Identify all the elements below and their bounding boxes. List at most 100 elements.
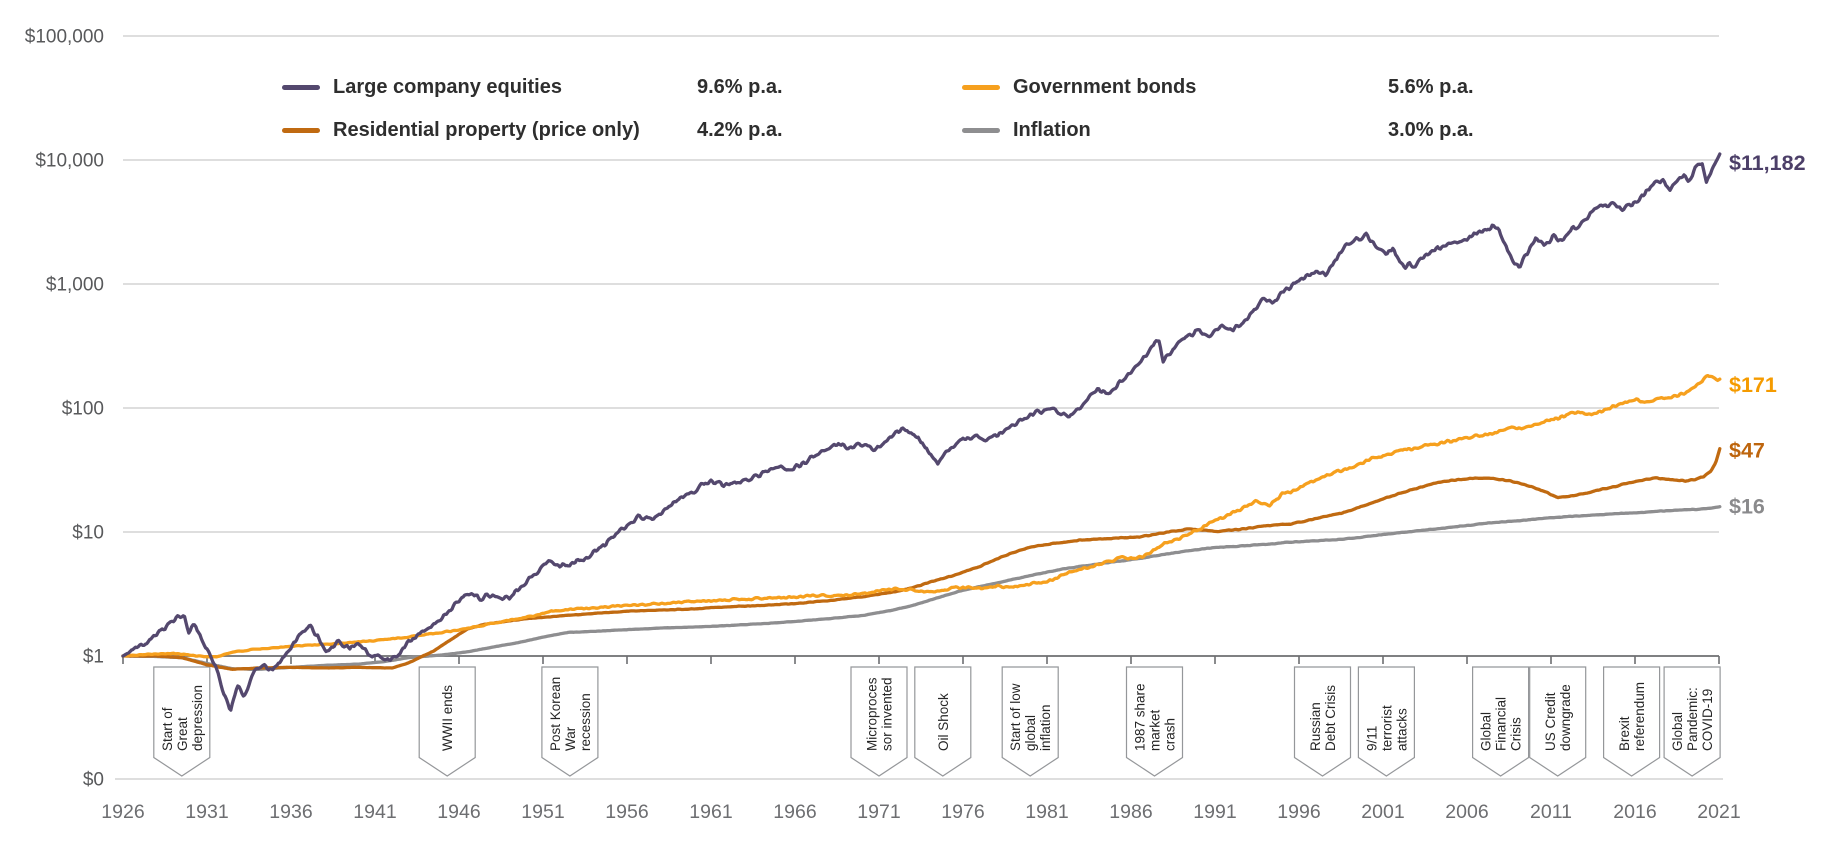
event-flag: 9/11 terrorist attacks (1357, 666, 1415, 777)
event-flag-shape (1603, 666, 1661, 777)
event-flag-shape (1125, 666, 1184, 777)
event-flag-shape (1001, 666, 1059, 777)
series-line-4 (121, 505, 1722, 671)
event-flag-text: War (563, 726, 578, 751)
y-axis-label: $1 (83, 647, 104, 668)
x-axis-label: 1966 (773, 801, 816, 823)
x-axis-label: 1976 (941, 801, 984, 823)
event-flag: Brexit referendum (1603, 666, 1661, 777)
event-flag-text: recession (578, 693, 593, 751)
x-axis-label: 1951 (521, 801, 564, 823)
event-flag-shape (1529, 666, 1587, 777)
x-axis-label: 1926 (101, 801, 144, 823)
series-end-label: $171 (1729, 373, 1777, 397)
y-axis-label: $100,000 (25, 27, 104, 48)
x-axis-label: 2011 (1530, 801, 1572, 823)
series-end-label: $16 (1729, 495, 1765, 519)
legend-swatch-equities-icon (282, 84, 320, 90)
event-flag-shape (541, 666, 599, 777)
x-axis-label: 2001 (1361, 801, 1404, 823)
y-axis-label: $1,000 (46, 275, 104, 296)
event-flag-text: 1987 share (1133, 683, 1148, 751)
series-line-3 (121, 447, 1722, 671)
event-flag-text: Global (1670, 712, 1685, 751)
event-flag-shape (1293, 666, 1352, 777)
series-line-1 (121, 152, 1722, 712)
event-flag-shape (1472, 666, 1530, 777)
event-flag-text: Global (1479, 712, 1494, 751)
event-flag: WWII ends (418, 666, 476, 777)
legend-label: Large company equities (333, 75, 562, 98)
event-flag-text: Great (175, 717, 190, 751)
x-axis-label: 1986 (1109, 801, 1152, 823)
event-flag-text: COVID-19 (1700, 689, 1715, 751)
event-flag-text: Oil Shock (936, 693, 951, 751)
legend-rate: 9.6% p.a. (697, 75, 783, 98)
legend-label: Government bonds (1013, 75, 1197, 98)
legend-label: Residential property (price only) (333, 118, 640, 141)
event-flag-shape (153, 666, 211, 777)
event-flag: Oil Shock (914, 666, 972, 777)
legend-swatch-inflation-icon (962, 127, 1000, 133)
legend-rate: 5.6% p.a. (1388, 75, 1474, 98)
x-axis-label: 1991 (1193, 801, 1236, 823)
event-flag-shape (1357, 666, 1415, 777)
y-axis-label: $100 (62, 399, 104, 420)
event-flag: Global Pandemic: COVID-19 (1663, 666, 1721, 777)
event-flag-text: 9/11 (1364, 726, 1379, 751)
event-flag-text: Russian (1308, 702, 1323, 751)
event-flag-text: attacks (1394, 708, 1409, 751)
x-axis-label: 1946 (437, 801, 480, 823)
series-end-label: $11,182 (1729, 151, 1806, 175)
event-flag-text: inflation (1038, 704, 1053, 751)
x-axis-label: 1956 (605, 801, 648, 823)
event-flag-text: global (1023, 715, 1038, 751)
x-axis-label: 1981 (1025, 801, 1068, 823)
legend-item-government-bonds: Government bonds 5.6% p.a. (962, 74, 1474, 100)
x-axis-label: 1971 (857, 801, 900, 823)
event-flag-text: Financial (1494, 697, 1509, 751)
legend-swatch-property-icon (282, 127, 320, 133)
event-flag-text: downgrade (1558, 684, 1573, 751)
series-line-2 (121, 373, 1722, 659)
event-flag-text: Crisis (1509, 717, 1524, 751)
x-axis-label: 1996 (1277, 801, 1320, 823)
event-flag-text: referendum (1632, 682, 1647, 751)
event-flag: Post Korean War recession (541, 666, 599, 777)
event-flag: 1987 share market crash (1125, 666, 1184, 777)
x-axis-label: 1941 (353, 801, 396, 823)
legend-rate: 3.0% p.a. (1388, 118, 1474, 141)
x-axis-label: 1936 (269, 801, 312, 823)
x-axis-label: 2021 (1697, 801, 1740, 823)
event-flag-shape (850, 666, 908, 777)
event-flag-text: Pandemic: (1685, 687, 1700, 751)
x-axis-label: 2006 (1445, 801, 1488, 823)
legend-swatch-bonds-icon (962, 84, 1000, 90)
x-axis-label: 1961 (689, 801, 732, 823)
event-flag: US Credit downgrade (1529, 666, 1587, 777)
event-flag-text: sor invented (880, 677, 895, 751)
event-flag-text: market (1148, 709, 1163, 751)
y-axis-label: $10 (72, 523, 104, 544)
event-flag: Global Financial Crisis (1472, 666, 1530, 777)
event-flag-text: Start of (160, 707, 175, 751)
event-flag-text: Post Korean (548, 677, 563, 751)
legend-item-inflation: Inflation 3.0% p.a. (962, 117, 1474, 143)
event-flag-text: depression (190, 685, 205, 751)
event-flag-text: crash (1163, 718, 1178, 751)
legend-item-large-company-equities: Large company equities 9.6% p.a. (282, 74, 783, 100)
legend-rate: 4.2% p.a. (697, 118, 783, 141)
event-flag: Microproces sor invented (850, 666, 908, 777)
event-flag-text: Brexit (1617, 716, 1632, 751)
x-axis-label: 2016 (1613, 801, 1656, 823)
event-flag-shape (418, 666, 476, 777)
event-flag-text: Debt Crisis (1323, 685, 1338, 751)
y-axis-label: $10,000 (35, 151, 104, 172)
event-flag-shape (1663, 666, 1721, 777)
legend-item-residential-property: Residential property (price only) 4.2% p… (282, 117, 783, 143)
event-flag-text: terrorist (1379, 705, 1394, 751)
y-axis-label: $0 (83, 770, 104, 791)
